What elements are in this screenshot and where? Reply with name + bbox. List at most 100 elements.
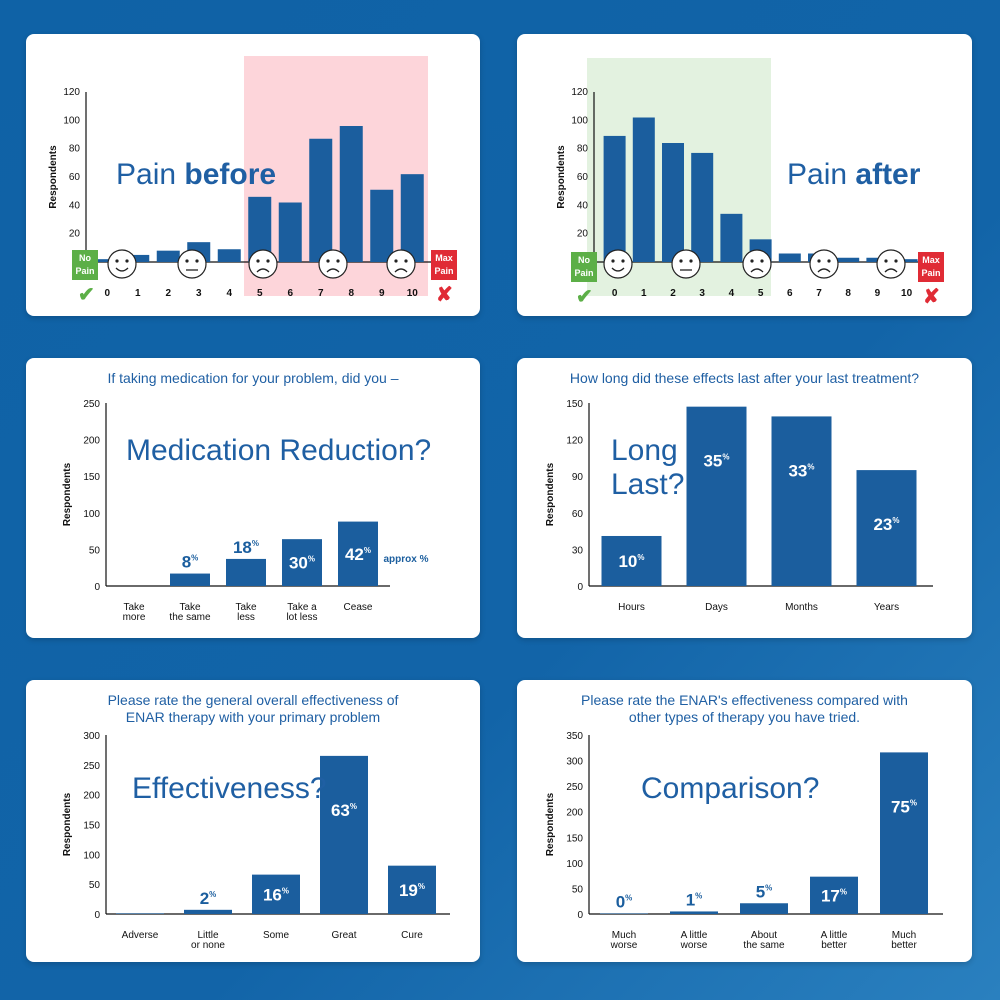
x-tick-label: Little or none [191, 930, 225, 951]
face-outline [876, 249, 906, 279]
bar-adverse [116, 913, 164, 914]
x-tick-label: 1 [135, 288, 141, 299]
face-outline [107, 249, 137, 279]
bar-a little-better [810, 876, 858, 914]
face-eye [404, 259, 408, 263]
y-tick-label: 0 [577, 910, 583, 921]
percent-label: 18% [233, 538, 259, 557]
long-last-title: How long did these effects last after yo… [569, 370, 920, 386]
percent-label: 42% [345, 545, 371, 564]
percent-label: 35% [703, 452, 729, 471]
medication-card: If taking medication for your problem, d… [26, 358, 480, 638]
long-last-card: How long did these effects last after yo… [517, 358, 972, 638]
y-axis-label: Respondents [48, 145, 59, 209]
percent-label: 30% [289, 554, 315, 573]
y-tick-label: 80 [577, 144, 589, 155]
face-mouth [817, 268, 831, 273]
y-tick-label: 120 [566, 436, 583, 447]
face-eye [827, 259, 831, 263]
face-eye [689, 259, 693, 263]
bar-days [686, 406, 747, 586]
comparison-title: Please rate the ENAR's effectiveness com… [581, 692, 908, 725]
medication-chart: 0 50 100 150 200 250 Respondents Take more Take th… [62, 399, 429, 623]
percent-label: 2% [200, 889, 217, 908]
face-mouth [394, 268, 408, 273]
bar-8 [837, 257, 860, 262]
bar-take-less [226, 558, 266, 586]
comparison-card: Please rate the ENAR's effectiveness com… [517, 680, 972, 962]
x-tick-label: 9 [379, 288, 385, 299]
face-mouth [256, 268, 270, 273]
smiling-face-icon [603, 249, 633, 279]
y-tick-label: 200 [83, 436, 100, 447]
y-tick-label: 150 [566, 399, 583, 410]
x-tick-label: 0 [612, 288, 618, 299]
y-tick-label: 50 [572, 884, 584, 895]
face-eye [115, 259, 119, 263]
y-tick-label: 50 [89, 880, 101, 891]
approx-note: approx % [383, 554, 428, 565]
face-outline [248, 249, 278, 279]
bar-some [252, 874, 300, 914]
x-tick-label: 3 [699, 288, 705, 299]
y-tick-label: 20 [577, 229, 589, 240]
y-tick-label: 200 [566, 808, 583, 819]
long-last-big-label: Long Last? [611, 434, 685, 501]
bar-6 [778, 253, 801, 262]
x-tick-label: Take more [123, 602, 146, 623]
crying-face-icon [318, 249, 348, 279]
pain-before-big-label: Pain before [116, 158, 277, 191]
bar-2 [662, 143, 684, 262]
x-tick-label: Much worse [610, 930, 638, 951]
y-tick-label: 100 [566, 859, 583, 870]
y-axis-label: Respondents [545, 792, 556, 856]
x-tick-label: 4 [729, 288, 735, 299]
x-tick-label: 8 [348, 288, 354, 299]
face-outline [177, 249, 207, 279]
check-mark-icon: ✔ [576, 286, 593, 308]
y-tick-label: 250 [83, 399, 100, 410]
y-tick-label: 200 [83, 791, 100, 802]
pain-before-card: 020406080100120Respondents012345678910 P… [26, 34, 480, 316]
bar-9 [370, 189, 394, 262]
bar-5 [248, 196, 272, 262]
x-tick-label: Adverse [122, 930, 159, 941]
bar-a little-worse [670, 911, 718, 914]
x-tick-label: About the same [743, 930, 785, 951]
cross-mark-icon: ✘ [436, 284, 453, 306]
y-axis-label: Respondents [556, 145, 567, 209]
x-tick-label: Some [263, 930, 290, 941]
face-mouth [884, 268, 898, 273]
x-tick-label: Great [331, 930, 356, 941]
y-tick-label: 50 [89, 545, 101, 556]
x-tick-label: 0 [104, 288, 110, 299]
pain-after-card: 020406080100120Respondents012345678910 P… [517, 34, 972, 316]
bar-0 [603, 135, 626, 262]
x-tick-label: 10 [407, 288, 419, 299]
y-tick-label: 350 [566, 731, 583, 742]
face-eye [621, 259, 625, 263]
bar-1 [126, 254, 150, 262]
percent-label: 0% [616, 892, 633, 911]
y-tick-label: 100 [83, 850, 100, 861]
y-tick-label: 0 [94, 910, 100, 921]
neutral-face-icon [671, 249, 701, 279]
y-tick-label: 60 [572, 509, 584, 520]
long-last-chart: 0 30 60 90 120 150 Respondents Hours 10% Days 35% M… [545, 399, 933, 613]
face-eye [750, 259, 754, 263]
max-pain-badge: Max Pain [918, 252, 944, 282]
effectiveness-chart: 0 50 100 150 200 250 300 Respondents Adverse Litt… [62, 731, 450, 951]
y-tick-label: 60 [577, 172, 589, 183]
percent-label: 1% [686, 890, 703, 909]
crying-face-icon [809, 249, 839, 279]
y-tick-label: 90 [572, 472, 584, 483]
percent-label: 10% [618, 552, 644, 571]
x-tick-label: 7 [318, 288, 324, 299]
bar-7 [309, 138, 333, 262]
x-tick-label: Take the same [169, 602, 211, 623]
face-outline [671, 249, 701, 279]
x-tick-label: 10 [901, 288, 913, 299]
bar-2 [156, 250, 180, 262]
y-tick-label: 120 [63, 87, 80, 98]
cross-mark-icon: ✘ [923, 286, 940, 308]
